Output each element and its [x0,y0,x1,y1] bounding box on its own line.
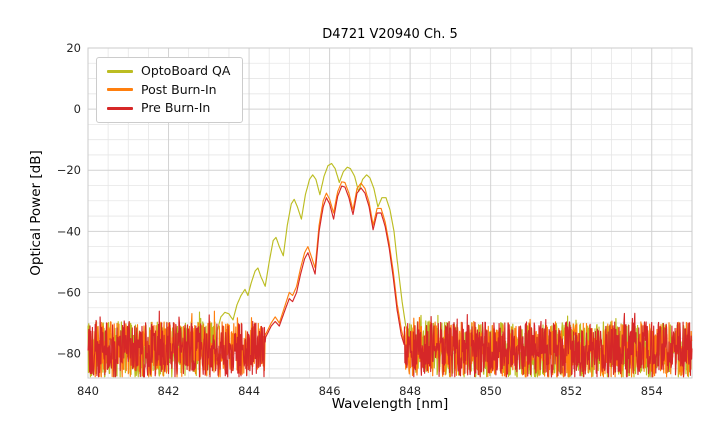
legend: OptoBoard QA Post Burn-In Pre Burn-In [96,57,244,123]
chart-title: D4721 V20940 Ch. 5 [322,27,458,42]
y-tick-label: −40 [57,224,81,238]
series-line-2 [87,185,693,378]
legend-item-pre-burn-in: Pre Burn-In [107,100,230,115]
y-tick-label: 0 [74,102,81,116]
legend-label-pre-burn-in: Pre Burn-In [141,100,211,115]
legend-swatch-optoboard-qa [107,69,133,73]
legend-item-post-burn-in: Post Burn-In [107,81,230,97]
legend-swatch-post-burn-in [107,88,133,92]
x-tick-label: 844 [238,384,260,398]
y-axis-label: Optical Power [dB] [28,150,44,276]
x-tick-label: 850 [480,384,502,398]
y-tick-label: −60 [57,285,81,299]
x-tick-label: 854 [641,384,663,398]
x-tick-label: 840 [77,384,99,398]
x-tick-label: 842 [158,384,180,398]
x-tick-label: 848 [399,384,421,398]
x-tick-label: 846 [319,384,341,398]
legend-swatch-pre-burn-in [107,106,133,110]
x-tick-label: 852 [560,384,582,398]
x-axis-label: Wavelength [nm] [331,396,449,412]
legend-label-optoboard-qa: OptoBoard QA [141,63,231,78]
y-tick-label: −20 [57,163,81,177]
y-tick-label: 20 [66,41,81,55]
y-tick-label: −80 [57,347,81,361]
axes-border [87,47,693,379]
legend-label-post-burn-in: Post Burn-In [141,81,217,97]
legend-item-optoboard-qa: OptoBoard QA [107,63,231,78]
tick-labels: 840 842 844 846 848 850 852 854 20 0 −20 −40 −60 −80 [57,41,663,398]
